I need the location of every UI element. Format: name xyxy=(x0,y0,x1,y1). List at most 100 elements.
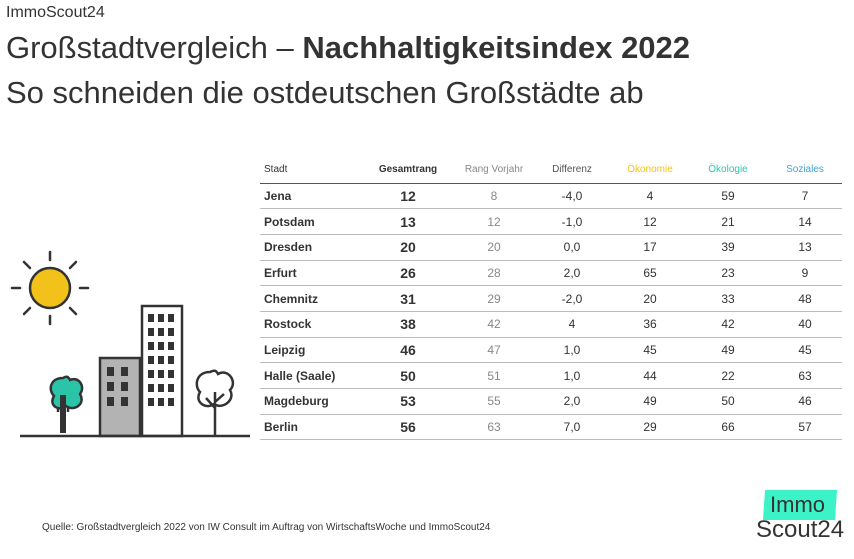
cell-oekologie: 59 xyxy=(688,183,768,210)
table-row: Potsdam 13 12 -1,0 12 21 14 xyxy=(260,208,842,235)
header-gesamtrang: Gesamtrang xyxy=(360,157,456,184)
cell-oekologie: 66 xyxy=(688,414,768,441)
cell-soziales: 48 xyxy=(768,285,842,312)
title-regular: Großstadtvergleich – xyxy=(6,30,303,65)
cell-rang-vorjahr: 29 xyxy=(456,285,532,312)
table-row: Berlin 56 63 7,0 29 66 57 xyxy=(260,414,842,441)
cell-rang-vorjahr: 8 xyxy=(456,183,532,210)
title-bold: Nachhaltigkeitsindex 2022 xyxy=(302,30,691,65)
cell-gesamtrang: 13 xyxy=(360,208,456,235)
cell-rang-vorjahr: 12 xyxy=(456,208,532,235)
building-icon xyxy=(98,304,184,438)
cell-differenz: 0,0 xyxy=(532,234,612,261)
cell-oekologie: 50 xyxy=(688,388,768,415)
cell-oekonomie: 45 xyxy=(612,337,688,364)
cell-oekonomie: 12 xyxy=(612,208,688,235)
cell-soziales: 46 xyxy=(768,388,842,415)
cell-city: Berlin xyxy=(260,414,360,441)
cell-oekologie: 21 xyxy=(688,208,768,235)
table-row: Halle (Saale) 50 51 1,0 44 22 63 xyxy=(260,362,842,389)
cell-rang-vorjahr: 28 xyxy=(456,260,532,287)
cell-rang-vorjahr: 63 xyxy=(456,414,532,441)
cell-city: Chemnitz xyxy=(260,285,360,312)
table-row: Rostock 38 42 4 36 42 40 xyxy=(260,311,842,338)
cell-differenz: -1,0 xyxy=(532,208,612,235)
cell-city: Rostock xyxy=(260,311,360,338)
brand-name: ImmoScout24 xyxy=(6,4,105,21)
cell-city: Potsdam xyxy=(260,208,360,235)
cell-differenz: 4 xyxy=(532,311,612,338)
table-row: Chemnitz 31 29 -2,0 20 33 48 xyxy=(260,285,842,312)
outline-tree-icon xyxy=(195,369,235,436)
header-oekologie: Ökologie xyxy=(688,157,768,184)
cell-gesamtrang: 12 xyxy=(360,183,456,210)
header-oekonomie: Ökonomie xyxy=(612,157,688,184)
cell-gesamtrang: 38 xyxy=(360,311,456,338)
cell-city: Erfurt xyxy=(260,260,360,287)
cell-oekologie: 49 xyxy=(688,337,768,364)
cell-rang-vorjahr: 20 xyxy=(456,234,532,261)
sun-icon xyxy=(10,250,90,326)
immoscout24-logo: Immo Scout24 xyxy=(756,490,844,550)
table-body: Jena 12 8 -4,0 4 59 7 Potsdam 13 12 -1,0 12 21 14 Dres… xyxy=(260,183,842,441)
header-soziales: Soziales xyxy=(768,157,842,184)
cell-differenz: -4,0 xyxy=(532,183,612,210)
cell-rang-vorjahr: 42 xyxy=(456,311,532,338)
cell-gesamtrang: 56 xyxy=(360,414,456,441)
cell-city: Leipzig xyxy=(260,337,360,364)
cell-gesamtrang: 50 xyxy=(360,362,456,389)
cell-differenz: 1,0 xyxy=(532,337,612,364)
cell-oekonomie: 49 xyxy=(612,388,688,415)
cell-soziales: 9 xyxy=(768,260,842,287)
cell-soziales: 40 xyxy=(768,311,842,338)
cell-rang-vorjahr: 47 xyxy=(456,337,532,364)
cell-oekologie: 39 xyxy=(688,234,768,261)
cell-differenz: 7,0 xyxy=(532,414,612,441)
cell-rang-vorjahr: 51 xyxy=(456,362,532,389)
cell-soziales: 63 xyxy=(768,362,842,389)
cell-city: Magdeburg xyxy=(260,388,360,415)
cell-differenz: 2,0 xyxy=(532,388,612,415)
cell-city: Dresden xyxy=(260,234,360,261)
cell-oekonomie: 17 xyxy=(612,234,688,261)
cell-rang-vorjahr: 55 xyxy=(456,388,532,415)
cell-oekologie: 22 xyxy=(688,362,768,389)
cell-oekonomie: 20 xyxy=(612,285,688,312)
cell-gesamtrang: 46 xyxy=(360,337,456,364)
cell-oekologie: 33 xyxy=(688,285,768,312)
page-subtitle: So schneiden die ostdeutschen Großstädte… xyxy=(6,75,644,110)
cell-soziales: 14 xyxy=(768,208,842,235)
cell-oekologie: 42 xyxy=(688,311,768,338)
header-rang-vorjahr: Rang Vorjahr xyxy=(456,157,532,184)
table-row: Dresden 20 20 0,0 17 39 13 xyxy=(260,234,842,261)
header-differenz: Differenz xyxy=(532,157,612,184)
cell-gesamtrang: 20 xyxy=(360,234,456,261)
cell-differenz: 2,0 xyxy=(532,260,612,287)
cell-oekonomie: 44 xyxy=(612,362,688,389)
table-row: Erfurt 26 28 2,0 65 23 9 xyxy=(260,260,842,287)
cell-oekonomie: 4 xyxy=(612,183,688,210)
logo-bottom-text: Scout24 xyxy=(756,516,845,543)
table-row: Jena 12 8 -4,0 4 59 7 xyxy=(260,183,842,210)
header-stadt: Stadt xyxy=(260,157,360,184)
cell-city: Jena xyxy=(260,183,360,210)
cell-soziales: 57 xyxy=(768,414,842,441)
table-row: Leipzig 46 47 1,0 45 49 45 xyxy=(260,337,842,364)
cell-oekonomie: 36 xyxy=(612,311,688,338)
tree-icon xyxy=(49,375,84,433)
cell-oekologie: 23 xyxy=(688,260,768,287)
cell-gesamtrang: 53 xyxy=(360,388,456,415)
cell-gesamtrang: 26 xyxy=(360,260,456,287)
cell-soziales: 7 xyxy=(768,183,842,210)
logo-top-text: Immo xyxy=(770,492,825,517)
ranking-table: Stadt Gesamtrang Rang Vorjahr Differenz … xyxy=(260,157,842,441)
cell-differenz: -2,0 xyxy=(532,285,612,312)
cell-gesamtrang: 31 xyxy=(360,285,456,312)
table-header-row: Stadt Gesamtrang Rang Vorjahr Differenz … xyxy=(260,157,842,184)
ranking-table-container: Stadt Gesamtrang Rang Vorjahr Differenz … xyxy=(260,157,842,441)
cell-oekonomie: 29 xyxy=(612,414,688,441)
cell-soziales: 45 xyxy=(768,337,842,364)
cell-city: Halle (Saale) xyxy=(260,362,360,389)
cell-differenz: 1,0 xyxy=(532,362,612,389)
cell-soziales: 13 xyxy=(768,234,842,261)
